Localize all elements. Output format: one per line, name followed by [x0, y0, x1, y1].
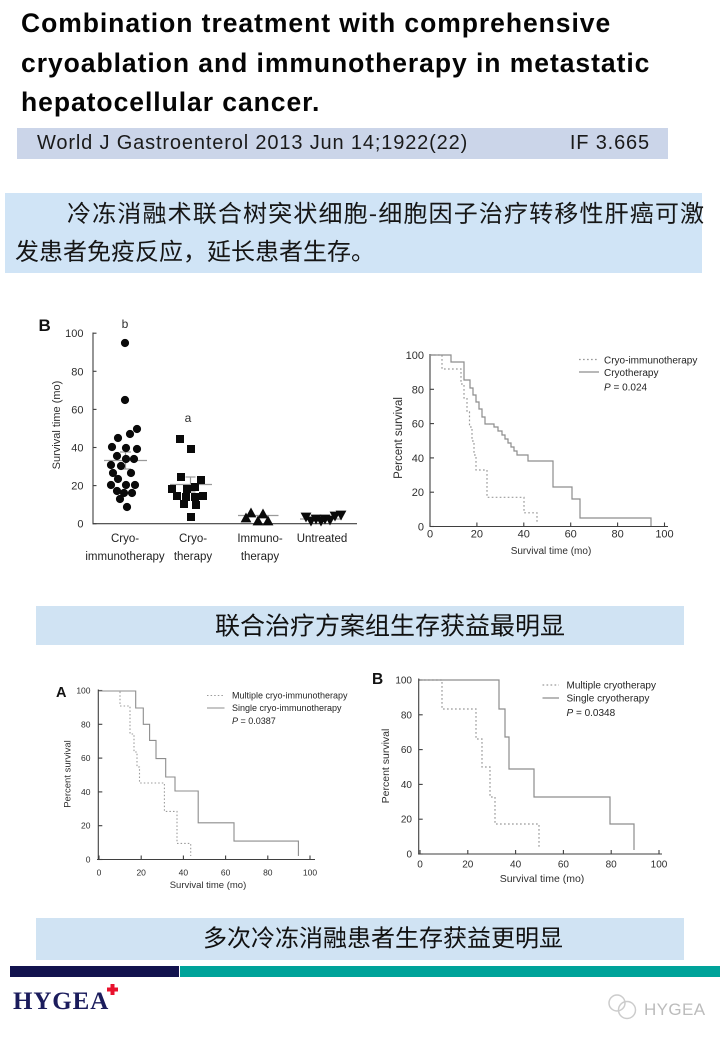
svg-text:100: 100 [65, 328, 83, 340]
svg-text:100: 100 [303, 868, 317, 878]
svg-text:80: 80 [263, 868, 273, 878]
svg-text:40: 40 [518, 529, 530, 541]
svg-text:40: 40 [179, 868, 189, 878]
svg-text:HYGEA: HYGEA [644, 1000, 706, 1019]
svg-text:60: 60 [221, 868, 231, 878]
svg-text:0: 0 [97, 868, 102, 878]
svg-text:0: 0 [86, 855, 91, 865]
svg-text:B: B [39, 316, 51, 335]
svg-text:immunotherapy: immunotherapy [85, 551, 165, 563]
svg-text:Survival time (mo): Survival time (mo) [51, 381, 63, 470]
svg-text:100: 100 [395, 676, 412, 687]
svg-text:0: 0 [418, 522, 424, 534]
svg-text:80: 80 [606, 860, 618, 871]
svg-text:20: 20 [81, 821, 91, 831]
svg-text:Multiple cryo-immunotherapy: Multiple cryo-immunotherapy [232, 691, 348, 701]
svg-text:100: 100 [655, 529, 673, 541]
svg-text:0: 0 [427, 529, 433, 541]
svg-text:P = 0.0387: P = 0.0387 [232, 716, 276, 726]
svg-text:40: 40 [401, 780, 413, 791]
svg-text:a: a [185, 411, 192, 425]
svg-text:Percent survival: Percent survival [380, 729, 392, 804]
svg-text:20: 20 [462, 860, 474, 871]
svg-text:b: b [122, 317, 129, 331]
svg-text:80: 80 [81, 719, 91, 729]
svg-text:0: 0 [406, 850, 412, 861]
svg-text:Survival time (mo): Survival time (mo) [500, 873, 585, 885]
svg-text:Cryotherapy: Cryotherapy [604, 368, 658, 379]
svg-text:100: 100 [406, 350, 424, 362]
svg-text:Untreated: Untreated [297, 533, 348, 545]
svg-text:40: 40 [81, 787, 91, 797]
svg-text:Survival time (mo): Survival time (mo) [511, 546, 592, 557]
svg-text:40: 40 [71, 443, 83, 455]
svg-text:60: 60 [558, 860, 570, 871]
svg-text:B: B [372, 671, 383, 688]
svg-text:therapy: therapy [174, 551, 213, 563]
svg-text:0: 0 [417, 860, 423, 871]
svg-text:100: 100 [76, 686, 90, 696]
svg-text:80: 80 [412, 384, 424, 396]
svg-text:A: A [56, 685, 67, 701]
svg-text:P = 0.0348: P = 0.0348 [567, 708, 616, 719]
svg-text:80: 80 [401, 710, 413, 721]
svg-text:Survival time (mo): Survival time (mo) [170, 880, 247, 891]
svg-text:100: 100 [651, 860, 668, 871]
svg-text:20: 20 [471, 529, 483, 541]
svg-text:Cryo-: Cryo- [111, 533, 139, 545]
svg-text:40: 40 [510, 860, 522, 871]
svg-text:20: 20 [71, 481, 83, 493]
svg-text:Immuno-: Immuno- [237, 533, 283, 545]
svg-text:Percent survival: Percent survival [393, 397, 405, 479]
svg-text:20: 20 [136, 868, 146, 878]
svg-text:20: 20 [412, 487, 424, 499]
svg-text:P = 0.024: P = 0.024 [604, 383, 648, 394]
svg-text:0: 0 [77, 519, 83, 531]
svg-text:60: 60 [401, 745, 413, 756]
svg-text:60: 60 [81, 753, 91, 763]
svg-text:Cryo-: Cryo- [179, 533, 207, 545]
svg-text:60: 60 [412, 419, 424, 431]
svg-text:60: 60 [71, 404, 83, 416]
svg-text:40: 40 [412, 453, 424, 465]
svg-text:Percent survival: Percent survival [63, 740, 74, 808]
svg-text:80: 80 [611, 529, 623, 541]
svg-text:therapy: therapy [241, 551, 280, 563]
svg-text:60: 60 [565, 529, 577, 541]
svg-text:Single cryotherapy: Single cryotherapy [567, 694, 650, 705]
svg-text:Single cryo-immunotherapy: Single cryo-immunotherapy [232, 703, 342, 713]
svg-text:20: 20 [401, 815, 413, 826]
svg-text:80: 80 [71, 366, 83, 378]
svg-text:Multiple cryotherapy: Multiple cryotherapy [567, 681, 656, 692]
svg-text:Cryo-immunotherapy: Cryo-immunotherapy [604, 356, 697, 367]
